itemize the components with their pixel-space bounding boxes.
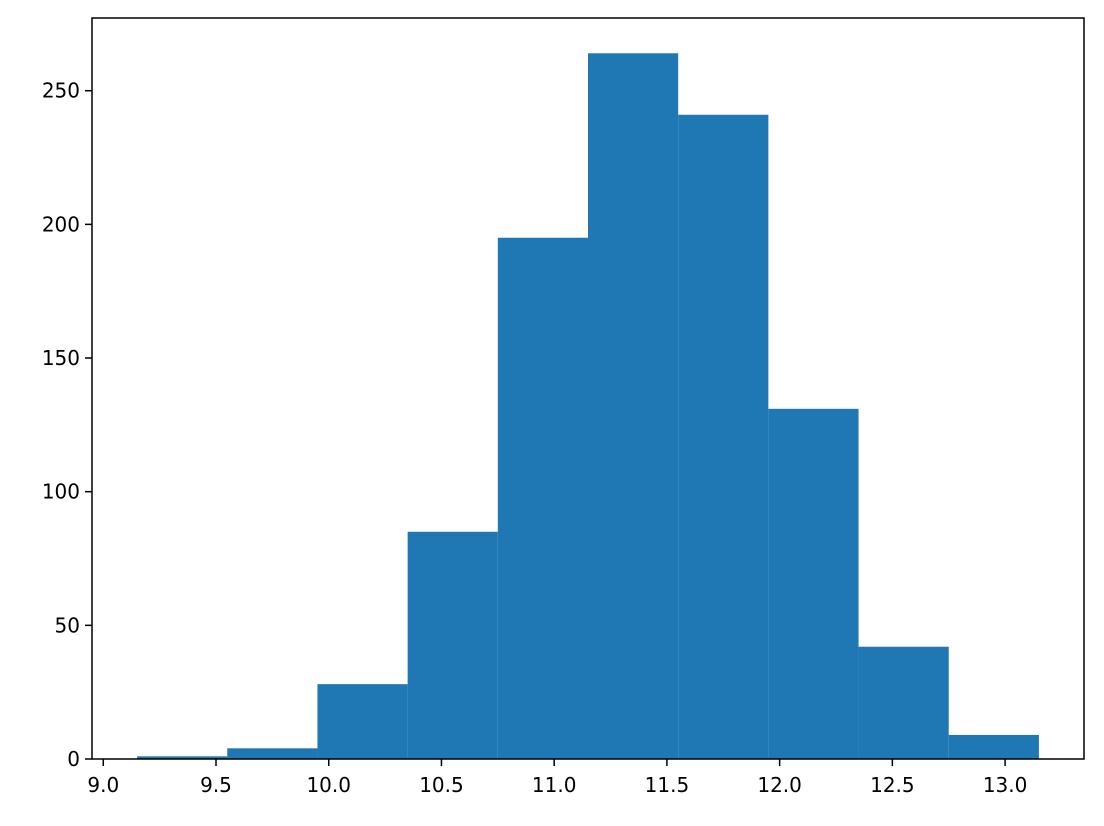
bar: [948, 734, 1039, 759]
y-tick-label: 0: [67, 747, 80, 771]
x-tick-label: 9.5: [200, 773, 232, 797]
bar: [858, 646, 949, 759]
x-tick-label: 10.0: [306, 773, 351, 797]
bar: [768, 408, 859, 759]
bar: [407, 531, 498, 759]
x-tick-label: 12.0: [757, 773, 802, 797]
y-tick-label: 100: [42, 480, 80, 504]
y-tick-label: 150: [42, 346, 80, 370]
x-tick-label: 10.5: [419, 773, 464, 797]
bar: [227, 748, 318, 759]
x-tick-label: 11.0: [532, 773, 577, 797]
bar: [588, 53, 679, 760]
x-tick-label: 9.0: [87, 773, 119, 797]
x-tick-label: 11.5: [645, 773, 690, 797]
bar: [678, 114, 769, 760]
bar: [137, 756, 228, 759]
y-tick-label: 50: [55, 613, 80, 637]
bar: [497, 237, 588, 759]
x-tick-label: 12.5: [870, 773, 915, 797]
y-tick-label: 250: [42, 79, 80, 103]
bar: [317, 684, 408, 759]
x-tick-label: 13.0: [983, 773, 1028, 797]
plot-frame: [91, 17, 1085, 760]
y-tick-label: 200: [42, 212, 80, 236]
